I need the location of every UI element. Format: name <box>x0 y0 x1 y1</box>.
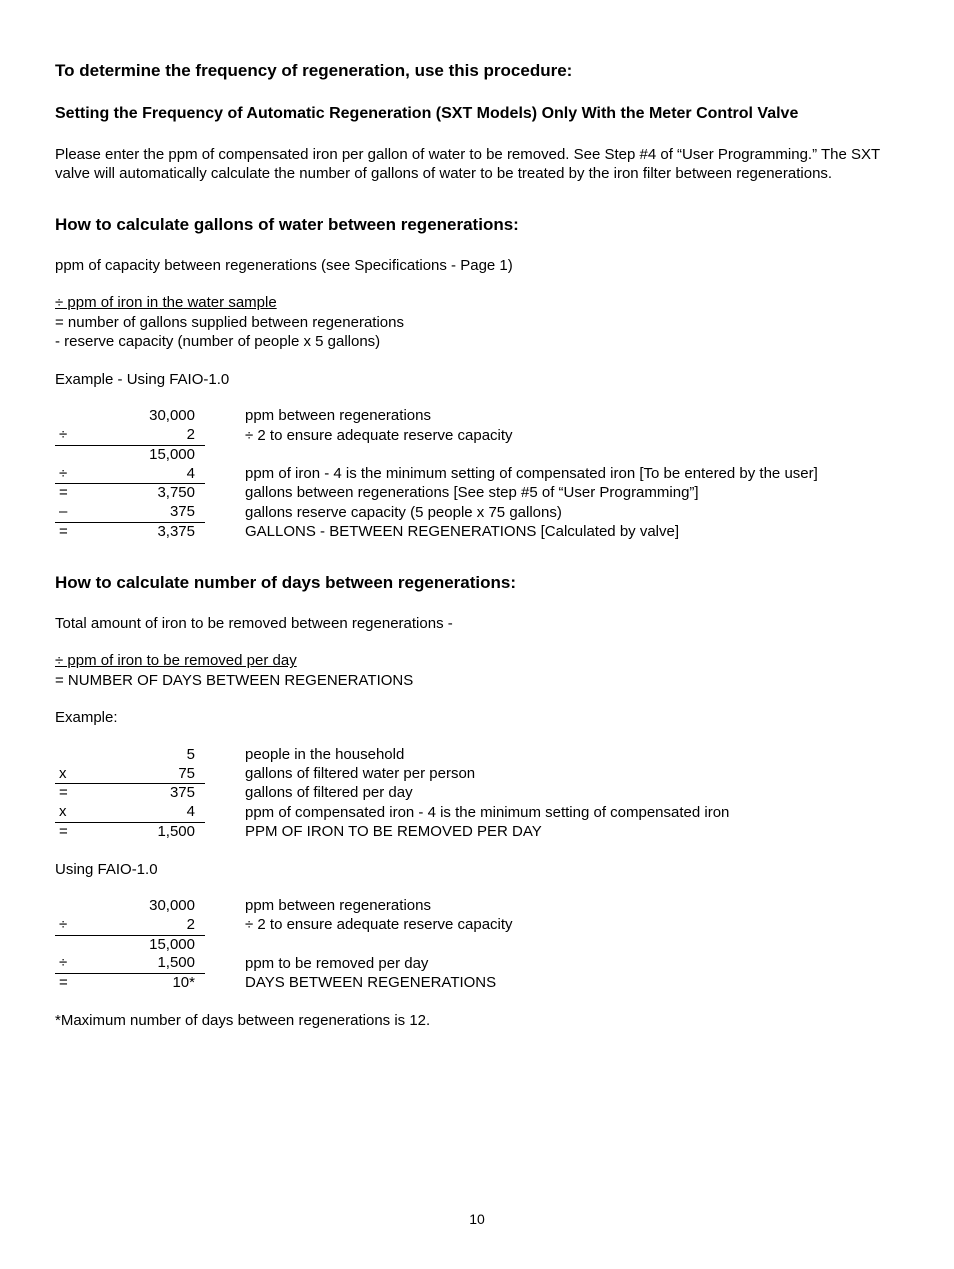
calc-value: 5 <box>81 746 205 765</box>
using-label: Using FAIO-1.0 <box>55 860 899 880</box>
calc-value: 2 <box>81 426 205 445</box>
calc-description: DAYS BETWEEN REGENERATIONS <box>205 974 517 993</box>
calc-operator: = <box>55 784 81 803</box>
calc-value: 30,000 <box>81 407 205 426</box>
calc-description: ÷ 2 to ensure adequate reserve capacity <box>205 426 822 445</box>
calc-value: 375 <box>81 503 205 522</box>
calc-operator <box>55 445 81 464</box>
page-number: 10 <box>55 1210 899 1228</box>
calc-value: 1,500 <box>81 954 205 973</box>
calc-value: 4 <box>81 465 205 484</box>
calc-operator: = <box>55 522 81 541</box>
example-gallons-label: Example - Using FAIO-1.0 <box>55 370 899 390</box>
calc-operator: ÷ <box>55 465 81 484</box>
calc-description: ppm between regenerations <box>205 897 517 916</box>
example-days-label: Example: <box>55 708 899 728</box>
calc-value: 2 <box>81 916 205 935</box>
formula-gallons-3: - reserve capacity (number of people x 5… <box>55 332 899 352</box>
calc-operator: = <box>55 974 81 993</box>
calc-value: 375 <box>81 784 205 803</box>
calc-operator: – <box>55 503 81 522</box>
formula-gallons-2: = number of gallons supplied between reg… <box>55 313 899 333</box>
days-lead: Total amount of iron to be removed betwe… <box>55 614 899 634</box>
calc-description: gallons reserve capacity (5 people x 75 … <box>205 503 822 522</box>
footnote: *Maximum number of days between regenera… <box>55 1011 899 1031</box>
calc-description: ppm of compensated iron - 4 is the minim… <box>205 803 733 822</box>
calc-value: 15,000 <box>81 935 205 954</box>
calc-description: ppm to be removed per day <box>205 954 517 973</box>
calc-operator: x <box>55 803 81 822</box>
calc-description <box>205 935 517 954</box>
calc-description: PPM OF IRON TO BE REMOVED PER DAY <box>205 822 733 841</box>
intro-paragraph: Please enter the ppm of compensated iron… <box>55 145 899 184</box>
calc-operator: ÷ <box>55 954 81 973</box>
heading-main: To determine the frequency of regenerati… <box>55 60 899 82</box>
calc-operator: = <box>55 484 81 503</box>
calc-description <box>205 445 822 464</box>
calc-operator: ÷ <box>55 426 81 445</box>
heading-days: How to calculate number of days between … <box>55 572 899 594</box>
calc-description: gallons of filtered water per person <box>205 765 733 784</box>
calc-description: ppm between regenerations <box>205 407 822 426</box>
calc-operator: x <box>55 765 81 784</box>
calc-operator <box>55 935 81 954</box>
formula-gallons-1: ÷ ppm of iron in the water sample <box>55 293 899 313</box>
gallons-lead: ppm of capacity between regenerations (s… <box>55 256 899 276</box>
formula-days-2: = NUMBER OF DAYS BETWEEN REGENERATIONS <box>55 671 899 691</box>
calc-description: gallons between regenerations [See step … <box>205 484 822 503</box>
calc-operator <box>55 897 81 916</box>
calc-value: 75 <box>81 765 205 784</box>
table-days-2: 30,000ppm between regenerations ÷2÷ 2 to … <box>55 897 517 993</box>
calc-value: 3,750 <box>81 484 205 503</box>
calc-description: GALLONS - BETWEEN REGENERATIONS [Calcula… <box>205 522 822 541</box>
calc-value: 10* <box>81 974 205 993</box>
heading-section: Setting the Frequency of Automatic Regen… <box>55 104 899 125</box>
table-days-1: 5people in the household x75gallons of fi… <box>55 746 733 842</box>
formula-days-1: ÷ ppm of iron to be removed per day <box>55 651 899 671</box>
calc-value: 3,375 <box>81 522 205 541</box>
calc-description: people in the household <box>205 746 733 765</box>
calc-value: 30,000 <box>81 897 205 916</box>
calc-value: 4 <box>81 803 205 822</box>
calc-value: 15,000 <box>81 445 205 464</box>
calc-value: 1,500 <box>81 822 205 841</box>
calc-description: ÷ 2 to ensure adequate reserve capacity <box>205 916 517 935</box>
calc-description: ppm of iron - 4 is the minimum setting o… <box>205 465 822 484</box>
table-gallons: 30,000ppm between regenerations÷2÷ 2 to … <box>55 407 822 541</box>
calc-description: gallons of filtered per day <box>205 784 733 803</box>
calc-operator: = <box>55 822 81 841</box>
calc-operator <box>55 407 81 426</box>
heading-gallons: How to calculate gallons of water betwee… <box>55 214 899 236</box>
calc-operator <box>55 746 81 765</box>
calc-operator: ÷ <box>55 916 81 935</box>
